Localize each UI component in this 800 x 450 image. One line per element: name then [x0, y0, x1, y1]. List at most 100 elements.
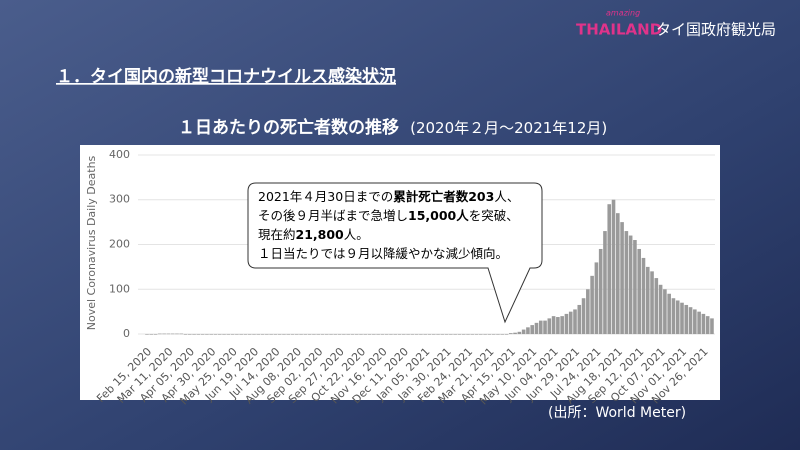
y-tick-label: 200: [109, 238, 130, 251]
bar: [470, 334, 475, 335]
bar: [667, 293, 671, 335]
heading: １．タイ国内の新型コロナウイルス感染状況: [56, 66, 396, 87]
bar: [556, 317, 560, 335]
bar: [453, 334, 457, 335]
bar: [346, 334, 350, 335]
bar: [620, 222, 624, 335]
bar: [414, 334, 419, 335]
bar: [372, 334, 376, 335]
bar: [680, 302, 684, 335]
bar: [299, 334, 303, 335]
callout-text: 15,000人: [408, 208, 469, 223]
bar: [538, 320, 543, 335]
bar: [153, 334, 158, 335]
bar: [175, 333, 179, 335]
bar: [350, 334, 355, 335]
bar: [222, 334, 226, 335]
bar: [436, 334, 440, 335]
callout-line: その後９月半ばまで急増し15,000人を突破、: [258, 208, 519, 223]
bar: [568, 311, 573, 335]
bar: [521, 329, 526, 335]
bar: [547, 318, 552, 335]
bar: [359, 334, 363, 335]
callout-line: 2021年４月30日までの累計死亡者数203人、: [258, 189, 519, 204]
bar: [444, 334, 449, 335]
bar: [200, 334, 205, 335]
bar: [295, 334, 299, 335]
bar: [205, 334, 209, 335]
callout-text: その後９月半ばまで急増し: [258, 208, 408, 223]
callout-text: 累計死亡者数203: [393, 189, 494, 204]
bar: [324, 334, 329, 335]
bar: [196, 334, 201, 335]
bar: [693, 309, 697, 335]
bar: [393, 334, 398, 335]
bar: [230, 334, 235, 335]
bar: [179, 333, 184, 335]
bar: [312, 334, 316, 335]
bar: [342, 334, 346, 335]
bar: [496, 334, 500, 335]
callout-text: を突破、: [469, 208, 519, 223]
bar: [658, 284, 663, 335]
bar: [329, 334, 333, 335]
bar: [650, 271, 654, 335]
bar: [397, 334, 402, 335]
bar: [500, 334, 505, 335]
bar: [303, 334, 308, 335]
bar: [265, 334, 269, 335]
bar: [603, 231, 607, 335]
bar: [457, 334, 462, 335]
bar: [286, 334, 291, 335]
logo-agency: タイ国政府観光局: [656, 21, 776, 39]
bar: [316, 334, 320, 335]
bar: [402, 334, 406, 335]
bar: [367, 334, 372, 335]
bar: [380, 334, 385, 335]
callout: 2021年４月30日までの累計死亡者数203人、その後９月半ばまで急増し15,0…: [258, 189, 519, 261]
bar: [170, 333, 175, 335]
callout-text: 2021年４月30日までの: [258, 189, 393, 204]
bar: [226, 334, 231, 335]
bar: [560, 316, 564, 335]
y-tick-label: 300: [109, 193, 130, 206]
chart-title: １日あたりの死亡者数の推移: [178, 117, 399, 138]
bar: [688, 307, 693, 335]
bar: [333, 334, 338, 335]
bar: [145, 334, 149, 335]
callout-line: １日当たりでは９月以降緩やかな減少傾向。: [258, 246, 508, 261]
y-tick-label: 400: [109, 148, 130, 161]
bar: [663, 289, 667, 335]
bar: [188, 334, 192, 335]
bar: [243, 334, 248, 335]
source: (出所：World Meter): [548, 405, 686, 421]
bar: [162, 333, 166, 335]
bar: [684, 304, 689, 335]
bar: [337, 334, 342, 335]
bar: [513, 332, 517, 335]
bar: [705, 316, 710, 335]
bar: [697, 311, 701, 335]
bar: [466, 334, 470, 335]
bar: [534, 322, 539, 335]
bar: [307, 334, 312, 335]
bar: [577, 304, 582, 335]
bar: [376, 334, 380, 335]
bar: [607, 204, 612, 335]
callout-box: [247, 182, 543, 324]
bar: [363, 334, 368, 335]
bar: [624, 231, 629, 335]
bar: [290, 334, 295, 335]
bar: [616, 213, 620, 335]
bar: [384, 334, 389, 335]
bar: [158, 333, 162, 335]
bar: [491, 334, 496, 335]
y-tick-label: 0: [123, 327, 130, 340]
y-tick-label: 100: [109, 282, 130, 295]
bar: [611, 199, 616, 335]
bar: [551, 316, 556, 335]
bar: [235, 334, 239, 335]
bar: [440, 334, 445, 335]
bar: [573, 309, 577, 335]
